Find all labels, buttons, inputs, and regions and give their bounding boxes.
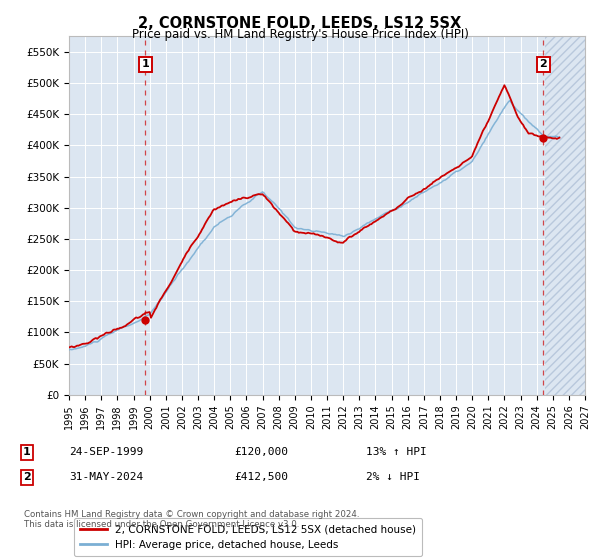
Text: £412,500: £412,500 <box>234 472 288 482</box>
Text: 1: 1 <box>142 59 149 69</box>
Text: £120,000: £120,000 <box>234 447 288 458</box>
Text: Price paid vs. HM Land Registry's House Price Index (HPI): Price paid vs. HM Land Registry's House … <box>131 28 469 41</box>
Text: 2: 2 <box>23 472 31 482</box>
Text: 13% ↑ HPI: 13% ↑ HPI <box>366 447 427 458</box>
Text: Contains HM Land Registry data © Crown copyright and database right 2024.
This d: Contains HM Land Registry data © Crown c… <box>24 510 359 529</box>
Bar <box>545 36 585 395</box>
Text: 31-MAY-2024: 31-MAY-2024 <box>69 472 143 482</box>
Text: 2: 2 <box>539 59 547 69</box>
Text: 2, CORNSTONE FOLD, LEEDS, LS12 5SX: 2, CORNSTONE FOLD, LEEDS, LS12 5SX <box>139 16 461 31</box>
Text: 2% ↓ HPI: 2% ↓ HPI <box>366 472 420 482</box>
Text: 24-SEP-1999: 24-SEP-1999 <box>69 447 143 458</box>
Legend: 2, CORNSTONE FOLD, LEEDS, LS12 5SX (detached house), HPI: Average price, detache: 2, CORNSTONE FOLD, LEEDS, LS12 5SX (deta… <box>74 519 422 557</box>
Bar <box>545 36 585 395</box>
Text: 1: 1 <box>23 447 31 458</box>
